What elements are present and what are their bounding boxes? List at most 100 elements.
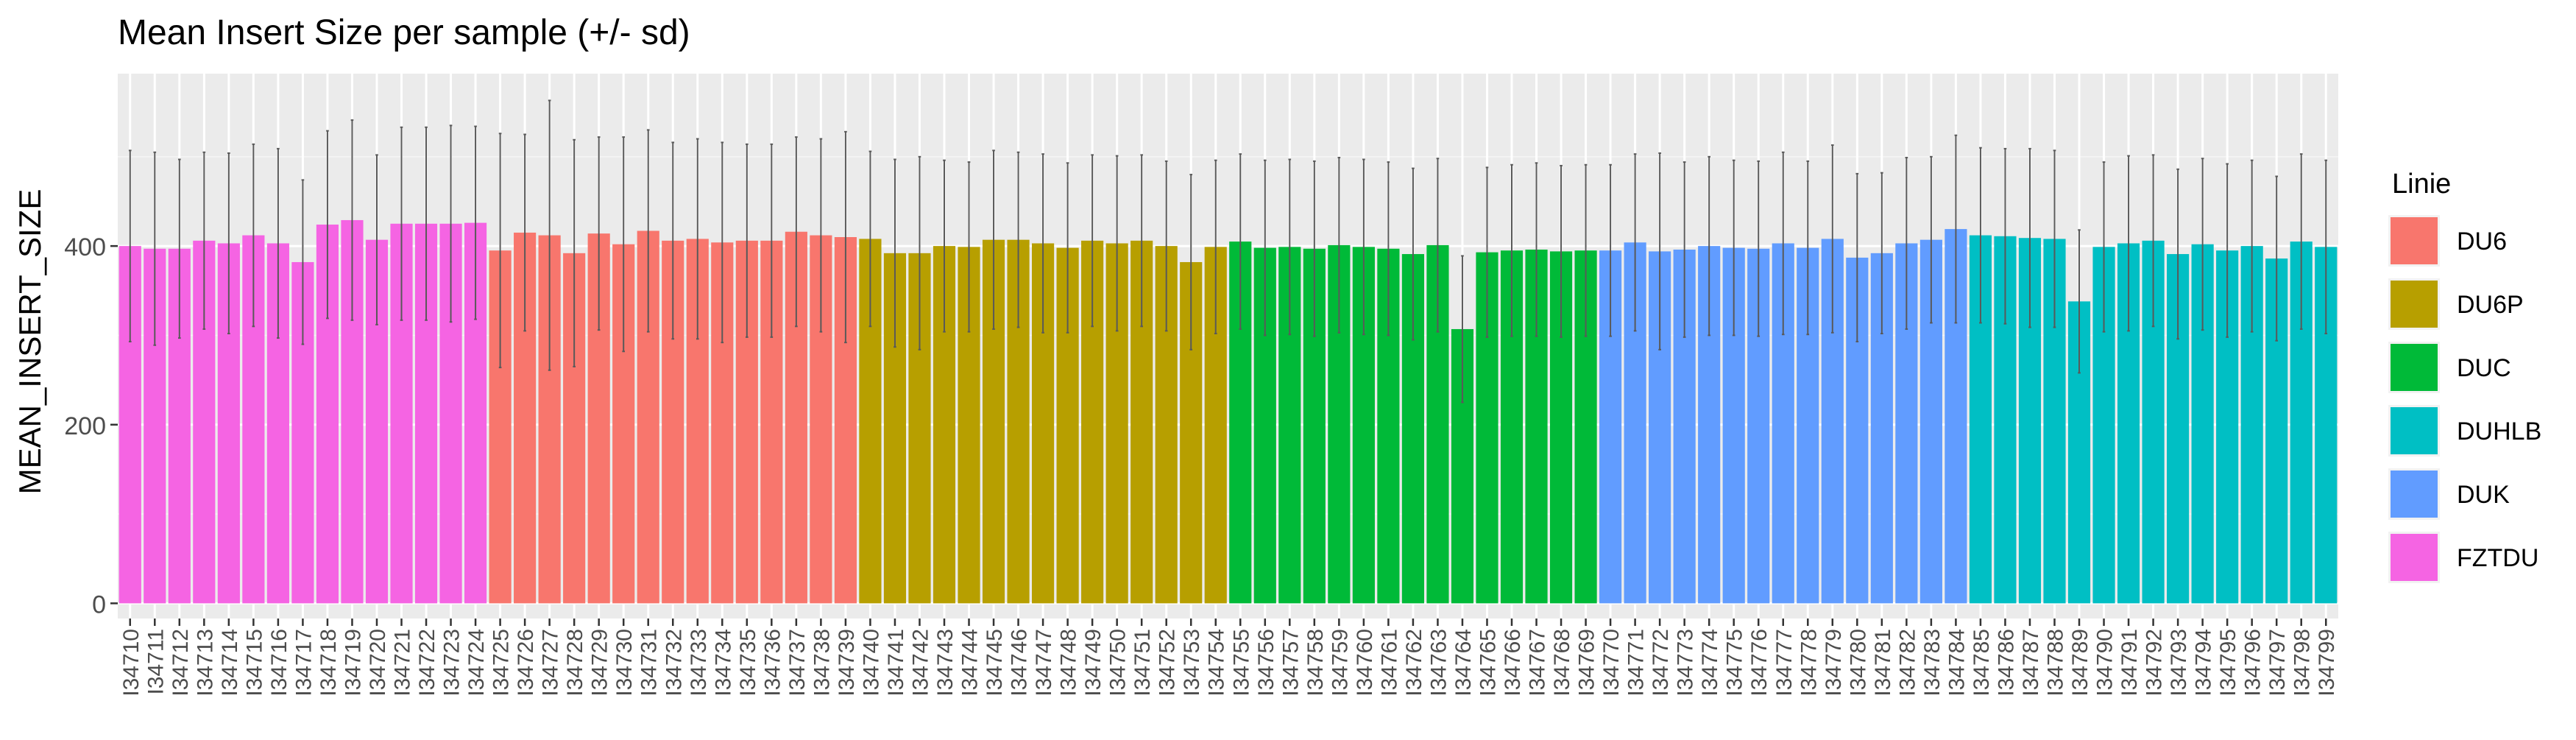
x-tick-label: I34723 (440, 629, 464, 697)
x-tick-label: I34763 (1426, 629, 1451, 697)
x-tick-label: I34748 (1057, 629, 1081, 697)
x-tick-label: I34759 (1328, 629, 1352, 697)
x-tick-label: I34778 (1797, 629, 1821, 697)
x-tick-label: I34727 (539, 629, 563, 697)
x-tick-label: I34747 (1032, 629, 1056, 697)
x-tick-label: I34758 (1303, 629, 1328, 697)
y-tick-label: 0 (92, 591, 106, 619)
legend-swatch (2391, 217, 2438, 264)
x-tick-label: I34793 (2167, 629, 2191, 697)
x-tick-label: I34775 (1723, 629, 1747, 697)
x-tick-label: I34743 (933, 629, 958, 697)
x-tick-label: I34797 (2265, 629, 2290, 697)
x-tick-label: I34767 (1526, 629, 1550, 697)
x-tick-label: I34751 (1130, 629, 1155, 697)
x-tick-label: I34764 (1451, 629, 1476, 697)
x-tick-label: I34736 (760, 629, 785, 697)
x-tick-label: I34738 (810, 629, 834, 697)
plot-panel-background (118, 74, 2338, 619)
x-tick-label: I34787 (2019, 629, 2043, 697)
x-tick-label: I34716 (267, 629, 291, 697)
x-tick-label: I34715 (242, 629, 266, 697)
x-tick-label: I34776 (1747, 629, 1772, 697)
x-tick-label: I34788 (2043, 629, 2067, 697)
x-tick-label: I34735 (736, 629, 760, 697)
x-tick-label: I34731 (637, 629, 662, 697)
x-tick-label: I34783 (1920, 629, 1945, 697)
x-tick-label: I34728 (563, 629, 587, 697)
x-tick-label: I34724 (464, 629, 489, 697)
x-tick-label: I34746 (1008, 629, 1032, 697)
legend-label: DUC (2457, 354, 2511, 382)
x-tick-label: I34719 (341, 629, 365, 697)
x-tick-label: I34714 (218, 629, 242, 697)
x-tick-label: I34722 (415, 629, 439, 697)
x-tick-label: I34784 (1945, 629, 1969, 697)
legend: Linie DU6 DU6P DUC DUHLB DUK FZTDU (2388, 169, 2541, 583)
x-tick-label: I34750 (1106, 629, 1130, 697)
legend-label: DUHLB (2457, 417, 2541, 445)
x-tick-label: I34796 (2241, 629, 2265, 697)
x-tick-label: I34774 (1698, 629, 1722, 697)
x-tick-label: I34771 (1624, 629, 1649, 697)
x-tick-label: I34755 (1229, 629, 1253, 697)
x-tick-label: I34726 (514, 629, 538, 697)
x-tick-label: I34711 (144, 629, 168, 695)
x-tick-label: I34717 (291, 629, 316, 697)
x-tick-label: I34721 (391, 629, 415, 697)
x-tick-label: I34742 (908, 629, 933, 697)
x-tick-label: I34777 (1772, 629, 1797, 697)
x-tick-label: I34729 (588, 629, 612, 697)
x-tick-label: I34730 (612, 629, 637, 697)
x-tick-label: I34710 (119, 629, 144, 697)
x-tick-label: I34718 (316, 629, 341, 697)
x-tick-label: I34765 (1476, 629, 1500, 697)
y-tick-label: 200 (64, 412, 106, 440)
x-tick-label: I34799 (2315, 629, 2339, 697)
x-tick-label: I34732 (662, 629, 686, 697)
legend-swatch (2391, 534, 2438, 581)
chart-title: Mean Insert Size per sample (+/- sd) (118, 13, 690, 52)
legend-label: DU6 (2457, 228, 2507, 256)
x-tick-label: I34749 (1081, 629, 1105, 697)
x-tick-label: I34790 (2093, 629, 2117, 697)
x-tick-label: I34713 (193, 629, 217, 697)
x-tick-label: I34779 (1822, 629, 1846, 697)
x-tick-label: I34770 (1599, 629, 1624, 697)
x-tick-label: I34785 (1970, 629, 1994, 697)
x-tick-label: I34756 (1254, 629, 1278, 697)
legend-label: DUK (2457, 481, 2510, 509)
y-tick-label: 400 (64, 233, 106, 261)
x-tick-label: I34769 (1575, 629, 1599, 697)
y-axis-title: MEAN_INSERT_SIZE (13, 189, 47, 495)
x-tick-label: I34782 (1895, 629, 1919, 697)
x-tick-label: I34768 (1550, 629, 1574, 697)
x-tick-label: I34720 (366, 629, 390, 697)
x-tick-label: I34745 (983, 629, 1007, 697)
legend-label: DU6P (2457, 291, 2524, 319)
x-tick-label: I34780 (1846, 629, 1870, 697)
x-tick-label: I34766 (1501, 629, 1525, 697)
x-tick-label: I34773 (1674, 629, 1698, 697)
x-tick-label: I34761 (1377, 629, 1401, 697)
x-tick-label: I34760 (1353, 629, 1377, 697)
x-tick-label: I34739 (835, 629, 859, 697)
x-tick-label: I34757 (1278, 629, 1303, 697)
legend-label: FZTDU (2457, 544, 2538, 572)
x-tick-label: I34725 (489, 629, 514, 697)
x-tick-label: I34798 (2290, 629, 2315, 697)
legend-swatch (2391, 281, 2438, 328)
x-tick-label: I34733 (687, 629, 711, 697)
x-tick-label: I34737 (785, 629, 810, 697)
x-tick-label: I34762 (1402, 629, 1426, 697)
x-tick-label: I34791 (2117, 629, 2142, 697)
x-tick-label: I34795 (2216, 629, 2240, 697)
x-tick-label: I34781 (1871, 629, 1895, 697)
legend-title: Linie (2392, 169, 2451, 200)
x-tick-label: I34712 (169, 629, 193, 697)
x-tick-label: I34752 (1156, 629, 1180, 697)
x-tick-label: I34740 (859, 629, 883, 697)
